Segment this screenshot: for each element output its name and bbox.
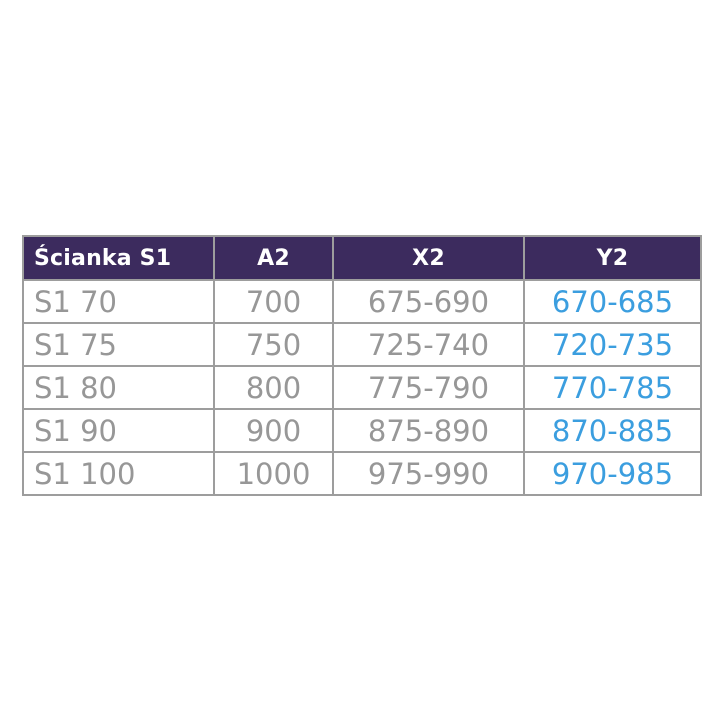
cell-x2: 725-740: [332, 322, 525, 367]
header-cell-scianka-s1: Ścianka S1: [22, 235, 215, 281]
cell-a2: 1000: [213, 451, 334, 496]
cell-model: S1 75: [22, 322, 215, 367]
cell-model: S1 90: [22, 408, 215, 453]
header-cell-y2: Y2: [523, 235, 702, 281]
cell-a2: 800: [213, 365, 334, 410]
header-cell-x2: X2: [332, 235, 525, 281]
cell-model: S1 80: [22, 365, 215, 410]
spec-table: Ścianka S1 A2 X2 Y2 S1 70 700 675-690 67…: [22, 235, 702, 496]
table-row: S1 75 750 725-740 720-735: [22, 322, 702, 367]
cell-a2: 900: [213, 408, 334, 453]
table-row: S1 100 1000 975-990 970-985: [22, 451, 702, 496]
table-header-row: Ścianka S1 A2 X2 Y2: [22, 235, 702, 281]
cell-y2: 970-985: [523, 451, 702, 496]
table-row: S1 70 700 675-690 670-685: [22, 279, 702, 324]
cell-a2: 700: [213, 279, 334, 324]
cell-x2: 675-690: [332, 279, 525, 324]
cell-x2: 975-990: [332, 451, 525, 496]
spec-table-container: Ścianka S1 A2 X2 Y2 S1 70 700 675-690 67…: [22, 235, 702, 496]
cell-model: S1 70: [22, 279, 215, 324]
cell-x2: 875-890: [332, 408, 525, 453]
cell-model: S1 100: [22, 451, 215, 496]
cell-x2: 775-790: [332, 365, 525, 410]
table-row: S1 80 800 775-790 770-785: [22, 365, 702, 410]
cell-a2: 750: [213, 322, 334, 367]
header-cell-a2: A2: [213, 235, 334, 281]
cell-y2: 670-685: [523, 279, 702, 324]
cell-y2: 770-785: [523, 365, 702, 410]
cell-y2: 720-735: [523, 322, 702, 367]
table-row: S1 90 900 875-890 870-885: [22, 408, 702, 453]
cell-y2: 870-885: [523, 408, 702, 453]
